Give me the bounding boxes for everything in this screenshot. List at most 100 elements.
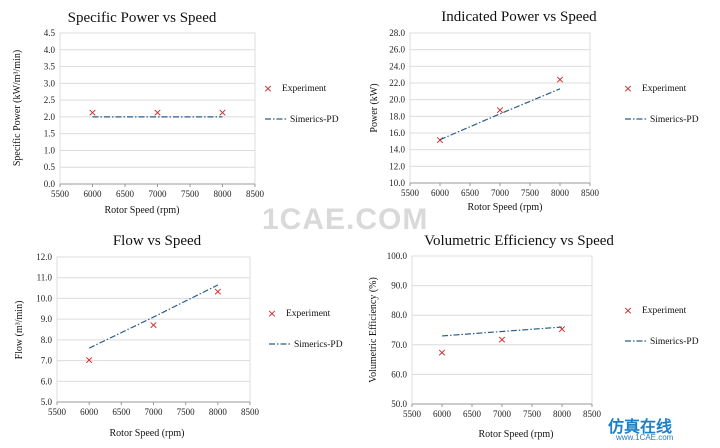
legend: × Experiment Simerics-PD (263, 82, 338, 125)
legend: × Experiment Simerics-PD (623, 304, 698, 347)
series-line-simerics-pd (88, 284, 219, 349)
x-tick-label: 7500 (523, 409, 542, 419)
y-tick-label: 2.0 (44, 112, 56, 122)
y-tick-label: 4.5 (44, 28, 56, 38)
experiment-point: × (497, 333, 506, 346)
y-tick-label: 12.0 (389, 161, 405, 171)
y-tick-label: 90.0 (391, 281, 407, 291)
y-tick-label: 10.0 (389, 178, 405, 188)
y-tick-label: 50.0 (391, 399, 407, 409)
x-tick-label: 8500 (581, 188, 600, 198)
y-tick-label: 0.0 (44, 179, 56, 189)
x-tick-label: 5500 (48, 407, 67, 417)
y-tick-label: 1.0 (44, 145, 56, 155)
y-tick-label: 16.0 (389, 128, 405, 138)
legend-experiment-marker: × (263, 82, 272, 95)
x-tick-label: 8500 (241, 407, 260, 417)
y-tick-label: 28.0 (389, 28, 405, 38)
experiment-point: × (85, 354, 94, 367)
chart-title: Indicated Power vs Speed (441, 9, 597, 25)
x-tick-label: 7500 (177, 407, 196, 417)
y-tick-label: 26.0 (389, 45, 405, 55)
watermark-url: www.1CAE.com (616, 433, 674, 442)
experiment-point: × (153, 106, 162, 119)
x-axis-label: Rotor Speed (rpm) (105, 205, 180, 216)
legend-experiment-label: Experiment (642, 306, 687, 316)
experiment-point: × (213, 285, 222, 298)
x-axis-label: Rotor Speed (rpm) (479, 429, 554, 440)
x-tick-label: 8000 (209, 407, 228, 417)
legend-simerics-label: Simerics-PD (294, 340, 343, 350)
y-axis-label: Specific Power (kW/m³/min) (12, 50, 23, 166)
legend-experiment-label: Experiment (642, 84, 687, 94)
experiment-point: × (88, 106, 97, 119)
series-line-simerics-pd (439, 88, 561, 141)
legend-simerics-label: Simerics-PD (290, 115, 339, 125)
y-tick-label: 100.0 (387, 251, 408, 261)
legend-experiment-marker: × (267, 307, 276, 320)
y-tick-label: 24.0 (389, 61, 405, 71)
y-tick-label: 4.0 (44, 45, 56, 55)
x-tick-label: 7000 (491, 188, 510, 198)
y-tick-label: 10.0 (36, 293, 52, 303)
y-tick-label: 11.0 (37, 273, 53, 283)
legend: × Experiment Simerics-PD (623, 82, 698, 125)
experiment-point: × (437, 346, 446, 359)
x-tick-label: 8500 (583, 409, 602, 419)
y-tick-label: 8.0 (41, 335, 53, 345)
chart-panel-2: 10.0 12.0 14.0 16.0 18.0 20.0 22.0 24.0 26.0 28.0… (369, 9, 699, 213)
x-tick-label: 8000 (214, 189, 233, 199)
x-tick-label: 5500 (401, 188, 420, 198)
y-tick-label: 18.0 (389, 111, 405, 121)
x-tick-label: 6500 (112, 407, 131, 417)
y-tick-label: 7.0 (41, 356, 53, 366)
x-tick-label: 7500 (181, 189, 200, 199)
y-axis-label: Flow (m³/min) (14, 301, 25, 360)
x-tick-label: 7000 (493, 409, 512, 419)
experiment-point: × (495, 104, 504, 117)
legend-simerics-label: Simerics-PD (650, 115, 699, 125)
x-tick-label: 7000 (145, 407, 164, 417)
x-tick-label: 8000 (553, 409, 572, 419)
chart-title: Flow vs Speed (113, 233, 202, 249)
x-tick-label: 7000 (149, 189, 168, 199)
experiment-point: × (555, 73, 564, 86)
y-tick-label: 20.0 (389, 95, 405, 105)
x-tick-label: 6000 (433, 409, 452, 419)
legend-simerics-label: Simerics-PD (650, 337, 699, 347)
chart-panel-3: 5.0 6.0 7.0 8.0 9.0 10.0 11.0 12.0 5500 6000 6500 7… (14, 233, 343, 439)
experiment-point: × (149, 318, 158, 331)
y-tick-label: 12.0 (36, 252, 52, 262)
x-tick-label: 7500 (521, 188, 540, 198)
y-tick-label: 5.0 (41, 397, 53, 407)
y-axis-label: Volumetric Efficiency (%) (368, 277, 379, 383)
watermark-brand: 仿真在线 (608, 417, 673, 436)
x-tick-label: 6000 (431, 188, 450, 198)
y-tick-label: 3.5 (44, 62, 56, 72)
y-tick-label: 22.0 (389, 78, 405, 88)
x-tick-label: 6500 (116, 189, 135, 199)
y-tick-label: 3.0 (44, 78, 56, 88)
x-tick-label: 6000 (80, 407, 99, 417)
y-tick-label: 6.0 (41, 376, 53, 386)
y-axis-label: Power (kW) (369, 83, 380, 132)
x-tick-label: 8500 (246, 189, 265, 199)
experiment-point: × (435, 134, 444, 147)
legend-experiment-marker: × (623, 304, 632, 317)
experiment-point: × (218, 106, 227, 119)
legend-experiment-label: Experiment (282, 84, 327, 94)
x-axis-label: Rotor Speed (rpm) (110, 428, 185, 439)
experiment-point: × (557, 323, 566, 336)
watermark-1cae: 1CAE.COM (262, 203, 429, 236)
y-tick-label: 14.0 (389, 145, 405, 155)
x-axis-label: Rotor Speed (rpm) (468, 202, 543, 213)
x-tick-label: 6500 (461, 188, 480, 198)
y-tick-label: 2.5 (44, 95, 56, 105)
x-tick-label: 5500 (51, 189, 70, 199)
y-tick-label: 1.5 (44, 129, 56, 139)
legend: × Experiment Simerics-PD (267, 307, 342, 350)
x-tick-label: 6500 (463, 409, 482, 419)
y-tick-label: 80.0 (391, 310, 407, 320)
x-tick-label: 6000 (84, 189, 103, 199)
